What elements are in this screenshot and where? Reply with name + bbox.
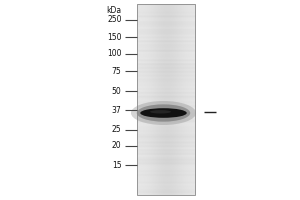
Text: 37: 37 — [112, 106, 122, 114]
Text: 250: 250 — [107, 16, 122, 24]
Text: 20: 20 — [112, 142, 122, 150]
Text: 25: 25 — [112, 126, 122, 134]
Ellipse shape — [150, 110, 171, 113]
Text: 15: 15 — [112, 160, 122, 169]
Ellipse shape — [140, 108, 187, 118]
Text: 150: 150 — [107, 32, 122, 42]
Text: 100: 100 — [107, 49, 122, 58]
Text: 50: 50 — [112, 87, 122, 96]
Ellipse shape — [137, 104, 190, 122]
Text: kDa: kDa — [106, 6, 122, 15]
Ellipse shape — [131, 101, 196, 125]
Text: 75: 75 — [112, 66, 122, 75]
Bar — [136, 4, 195, 195]
